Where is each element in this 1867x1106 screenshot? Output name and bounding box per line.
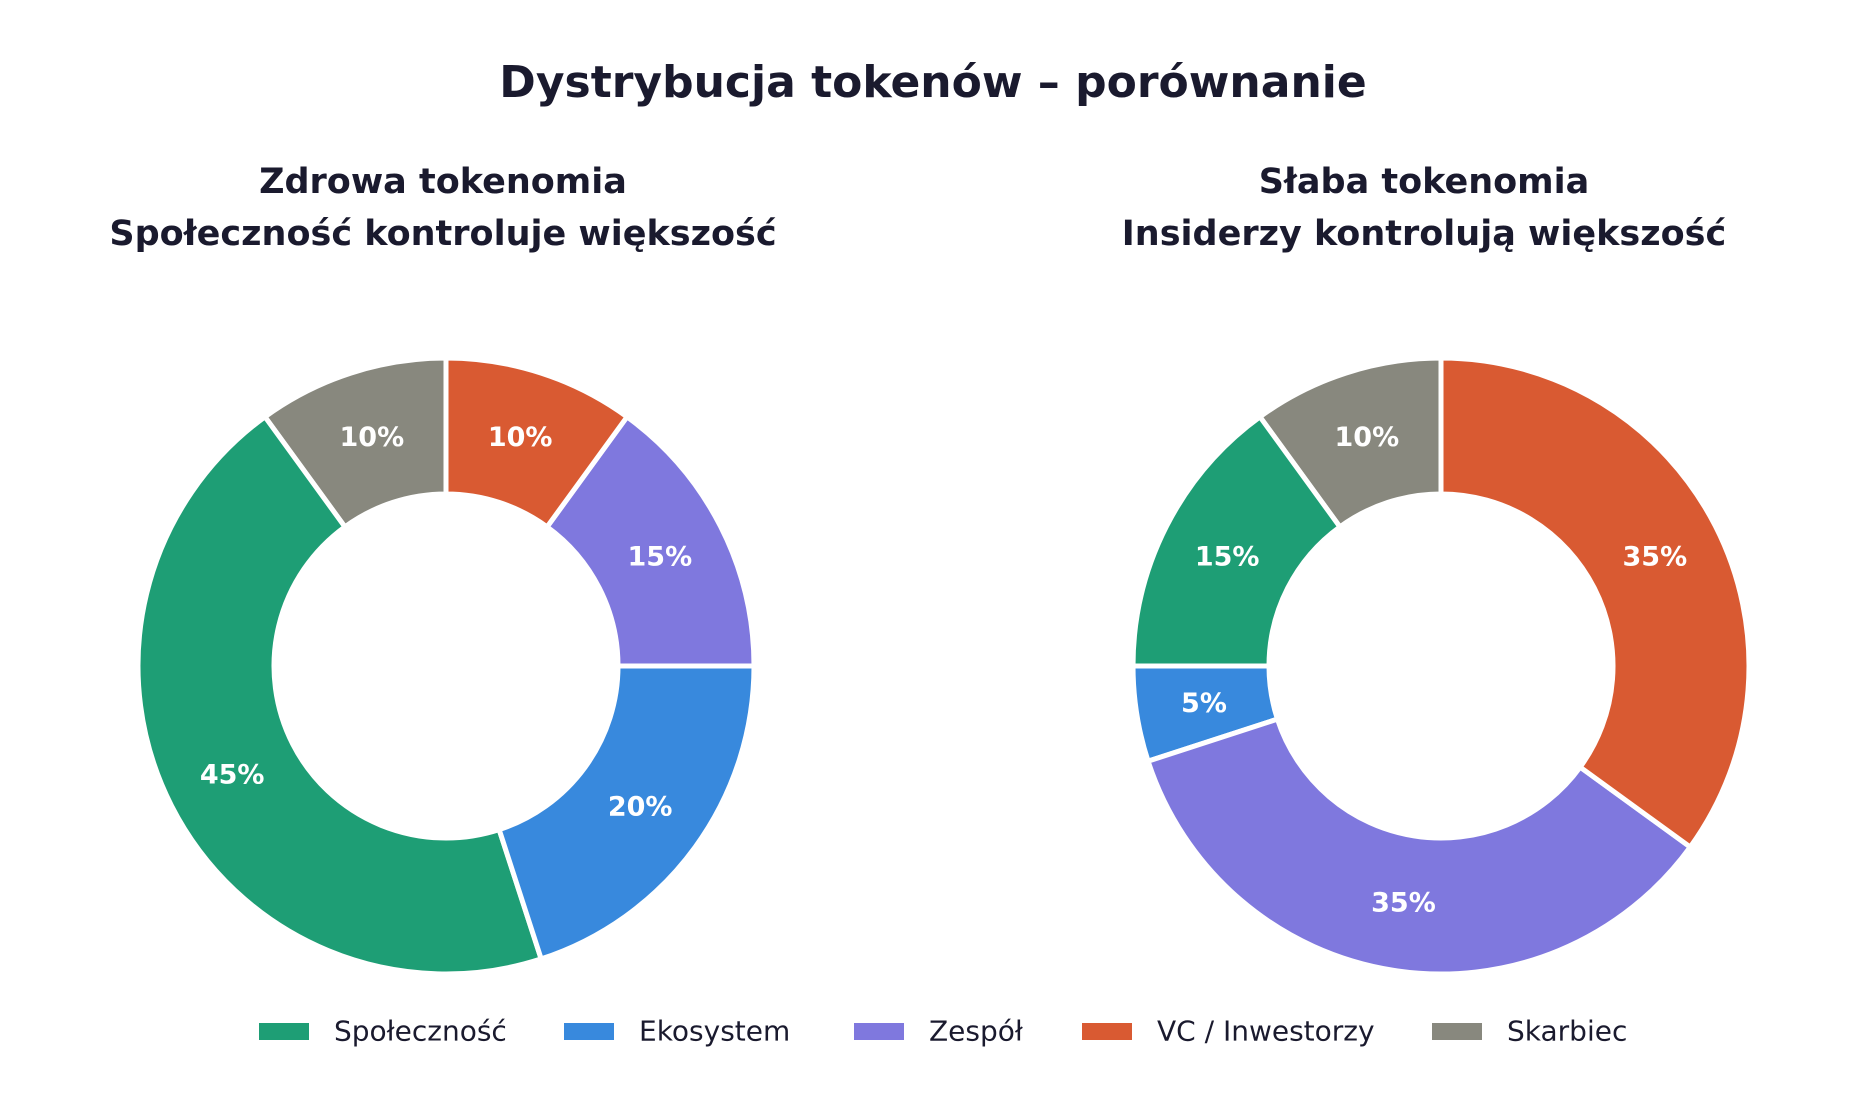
legend-item-zespol: Zespół (854, 1015, 1023, 1048)
legend-label: Zespół (929, 1015, 1023, 1048)
slice-label-spolecznosc: 15% (1195, 542, 1260, 573)
chart-title-line1: Słaba tokenomia (1259, 162, 1590, 202)
chart-title-line1: Zdrowa tokenomia (259, 162, 627, 202)
weak-tokenomics-chart: Słaba tokenomia Insiderzy kontrolują wię… (1122, 162, 1752, 977)
slice-label-ekosystem: 5% (1181, 688, 1227, 719)
legend-swatch (1432, 1023, 1482, 1040)
legend-swatch (259, 1023, 309, 1040)
legend-item-vc-inwestorzy: VC / Inwestorzy (1082, 1015, 1375, 1048)
legend-label: Skarbiec (1507, 1015, 1627, 1048)
slice-label-skarbiec: 10% (1335, 422, 1400, 453)
donut-labels: 10% 15% 5% 35% 35% (1181, 422, 1687, 918)
slice-label-vc-inwestorzy: 35% (1623, 542, 1688, 573)
healthy-tokenomics-chart: Zdrowa tokenomia Społeczność kontroluje … (109, 162, 777, 977)
legend-swatch (564, 1023, 614, 1040)
legend-label: VC / Inwestorzy (1157, 1015, 1375, 1048)
legend-item-ekosystem: Ekosystem (564, 1015, 790, 1048)
legend-label: Społeczność (334, 1015, 507, 1048)
donut-slice-vc-inwestorzy (1438, 355, 1752, 851)
legend-swatch (854, 1023, 904, 1040)
slice-label-spolecznosc: 45% (200, 759, 265, 790)
donut-slices (1130, 355, 1752, 977)
donut-slice-spolecznosc (135, 413, 545, 977)
slice-label-zespol: 15% (628, 542, 693, 573)
chart-title-line2: Społeczność kontroluje większość (109, 214, 776, 254)
donut-slice-zespol (543, 413, 757, 669)
donut-labels: 10% 45% 20% 15% 10% (200, 422, 692, 822)
donut-slice-vc-inwestorzy (443, 355, 631, 531)
legend-item-skarbiec: Skarbiec (1432, 1015, 1627, 1048)
legend: Społeczność Ekosystem Zespół VC / Inwestorz… (259, 1015, 1627, 1048)
slice-label-ekosystem: 20% (608, 792, 673, 823)
slice-label-skarbiec: 10% (340, 422, 405, 453)
legend-swatch (1082, 1023, 1132, 1040)
legend-item-spolecznosc: Społeczność (259, 1015, 507, 1048)
donut-slice-ekosystem (496, 663, 757, 963)
donut-slice-zespol (1144, 716, 1694, 977)
chart-main-title: Dystrybucja tokenów – porównanie (499, 57, 1366, 108)
donut-slices (135, 355, 757, 977)
donut-slice-spolecznosc (1130, 413, 1344, 669)
legend-label: Ekosystem (639, 1015, 790, 1048)
slice-label-zespol: 35% (1371, 888, 1436, 919)
chart-title-line2: Insiderzy kontrolują większość (1122, 214, 1726, 254)
slice-label-vc-inwestorzy: 10% (488, 422, 553, 453)
